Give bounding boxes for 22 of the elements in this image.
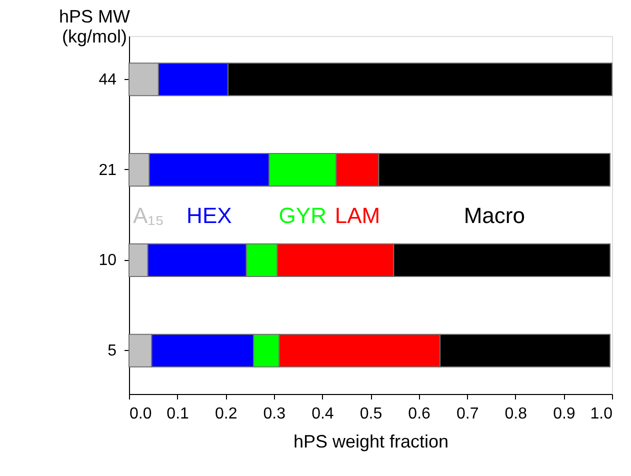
series-label: Macro [464, 202, 525, 228]
x-tick-label: 0.8 [504, 406, 528, 422]
x-tick-label: 0.0 [130, 406, 152, 422]
y-tick-label: 21 [98, 162, 117, 179]
y-axis-title: hPS MW (kg/mol) [58, 6, 130, 46]
x-axis-title: hPS weight fraction [293, 432, 449, 452]
x-tick-label: 0.2 [214, 406, 238, 422]
x-tick-label: 0.5 [360, 406, 382, 422]
x-tick-label: 0.1 [166, 406, 190, 422]
x-tick-label: 0.3 [263, 406, 286, 422]
x-tick-label: 0.6 [408, 406, 431, 422]
series-label: LAM [334, 202, 380, 228]
series-label: A₁₅ [133, 202, 164, 228]
y-tick-label: 5 [108, 342, 117, 360]
x-tick-label: 1.0 [590, 406, 613, 422]
x-tick-label: 0.4 [312, 406, 334, 422]
x-tick-label: 0.7 [456, 406, 479, 422]
x-tick-label: 0.9 [553, 406, 576, 422]
y-tick-label: 10 [98, 252, 117, 270]
series-label: GYR [278, 202, 326, 228]
series-label: HEX [186, 202, 232, 228]
y-tick-label: 44 [98, 71, 117, 88]
